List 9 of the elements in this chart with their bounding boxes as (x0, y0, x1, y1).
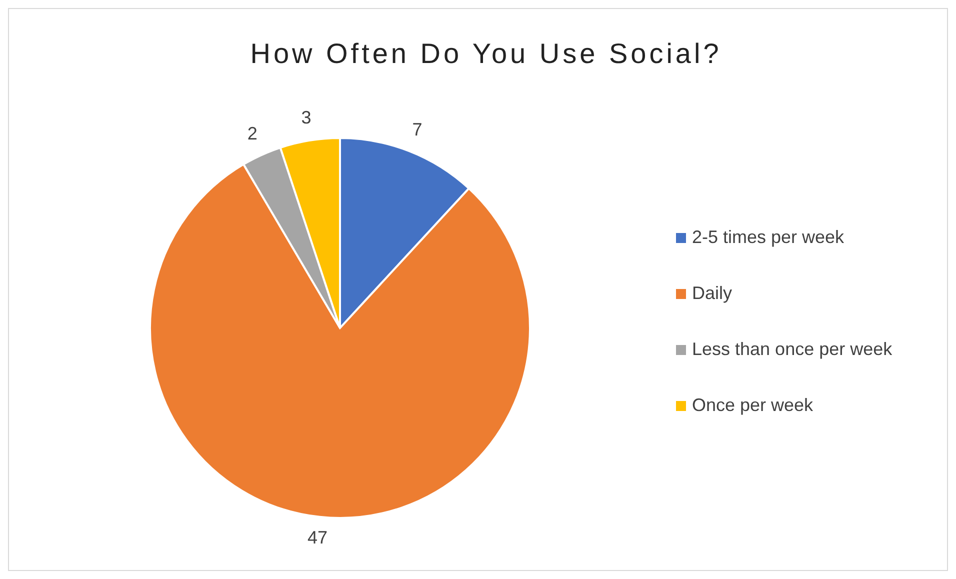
data-label: 2 (247, 124, 258, 144)
data-label: 47 (307, 528, 328, 548)
legend-label: 2-5 times per week (692, 226, 846, 247)
data-label: 3 (301, 107, 312, 128)
data-label: 7 (412, 119, 422, 140)
legend-label: Daily (692, 282, 732, 303)
chart-title: How Often Do You Use Social? (250, 38, 722, 69)
legend-label: Less than once per week (692, 338, 894, 359)
legend-label: Once per week (692, 394, 814, 415)
